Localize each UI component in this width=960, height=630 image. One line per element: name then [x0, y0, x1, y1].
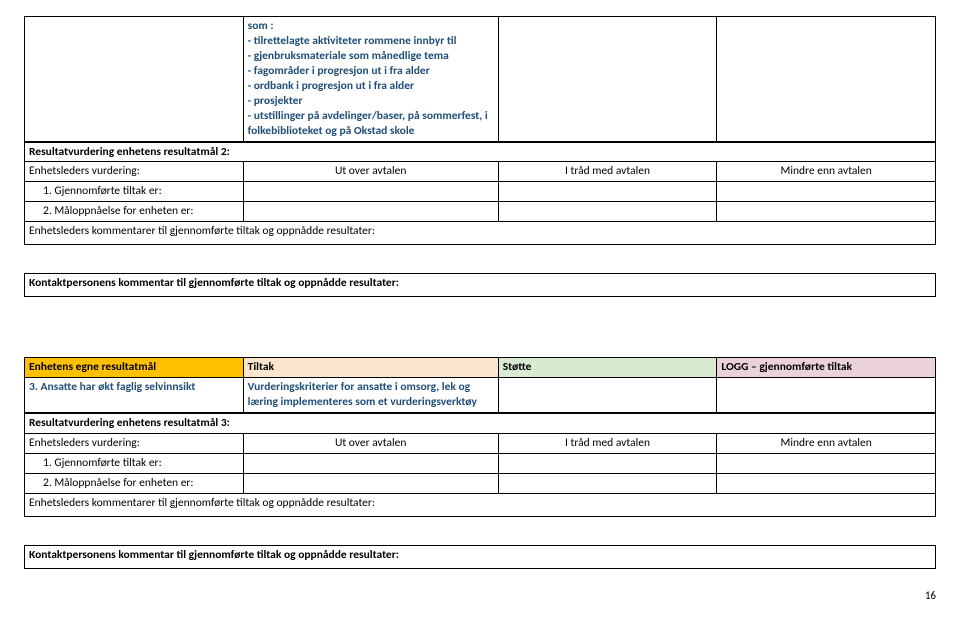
block2-col3: I tråd med avtalen [498, 162, 717, 182]
block3-vurdering-label: Enhetsleders vurdering: [25, 434, 244, 454]
goals-table: Enhetens egne resultatmål Tiltak Støtte … [24, 357, 936, 413]
colhead-stotte: Støtte [498, 358, 717, 378]
block3-komm2-table: Kontaktpersonens kommentar til gjennomfø… [24, 545, 936, 569]
block3-col2: Ut over avtalen [243, 434, 498, 454]
block2-komm1: Enhetsleders kommentarer til gjennomført… [25, 222, 936, 245]
block3-komm1: Enhetsleders kommentarer til gjennomført… [25, 493, 936, 516]
page-number: 16 [24, 589, 936, 602]
top-table: som : - tilrettelagte aktiviteter rommen… [24, 16, 936, 142]
block3-row1: 1. Gjennomførte tiltak er: [25, 453, 244, 473]
block3-col4: Mindre enn avtalen [717, 434, 936, 454]
datarow-c3 [498, 378, 717, 413]
datarow-c1: 3. Ansatte har økt faglig selvinnsikt [25, 378, 244, 413]
datarow-c4 [717, 378, 936, 413]
top-col2: som : - tilrettelagte aktiviteter rommen… [243, 17, 498, 142]
top-col4 [717, 17, 936, 142]
block3-col3: I tråd med avtalen [498, 434, 717, 454]
colhead-tiltak: Tiltak [243, 358, 498, 378]
top-col3 [498, 17, 717, 142]
block2-vurdering-label: Enhetsleders vurdering: [25, 162, 244, 182]
block2-col2: Ut over avtalen [243, 162, 498, 182]
block2-komm2-table: Kontaktpersonens kommentar til gjennomfø… [24, 273, 936, 297]
colhead-egn: Enhetens egne resultatmål [25, 358, 244, 378]
datarow-c2: Vurderingskriterier for ansatte i omsorg… [243, 378, 498, 413]
block3-row2: 2. Måloppnåelse for enheten er: [25, 473, 244, 493]
top-col1 [25, 17, 244, 142]
block2-heading: Resultatvurdering enhetens resultatmål 2… [25, 142, 936, 162]
colhead-logg: LOGG – gjennomførte tiltak [717, 358, 936, 378]
block2-table: Resultatvurdering enhetens resultatmål 2… [24, 142, 936, 246]
block2-row2: 2. Måloppnåelse for enheten er: [25, 202, 244, 222]
block3-table: Resultatvurdering enhetens resultatmål 3… [24, 413, 936, 517]
block2-col4: Mindre enn avtalen [717, 162, 936, 182]
block2-row1: 1. Gjennomførte tiltak er: [25, 182, 244, 202]
block3-heading: Resultatvurdering enhetens resultatmål 3… [25, 414, 936, 434]
block3-komm2: Kontaktpersonens kommentar til gjennomfø… [25, 545, 936, 568]
block2-komm2: Kontaktpersonens kommentar til gjennomfø… [25, 274, 936, 297]
